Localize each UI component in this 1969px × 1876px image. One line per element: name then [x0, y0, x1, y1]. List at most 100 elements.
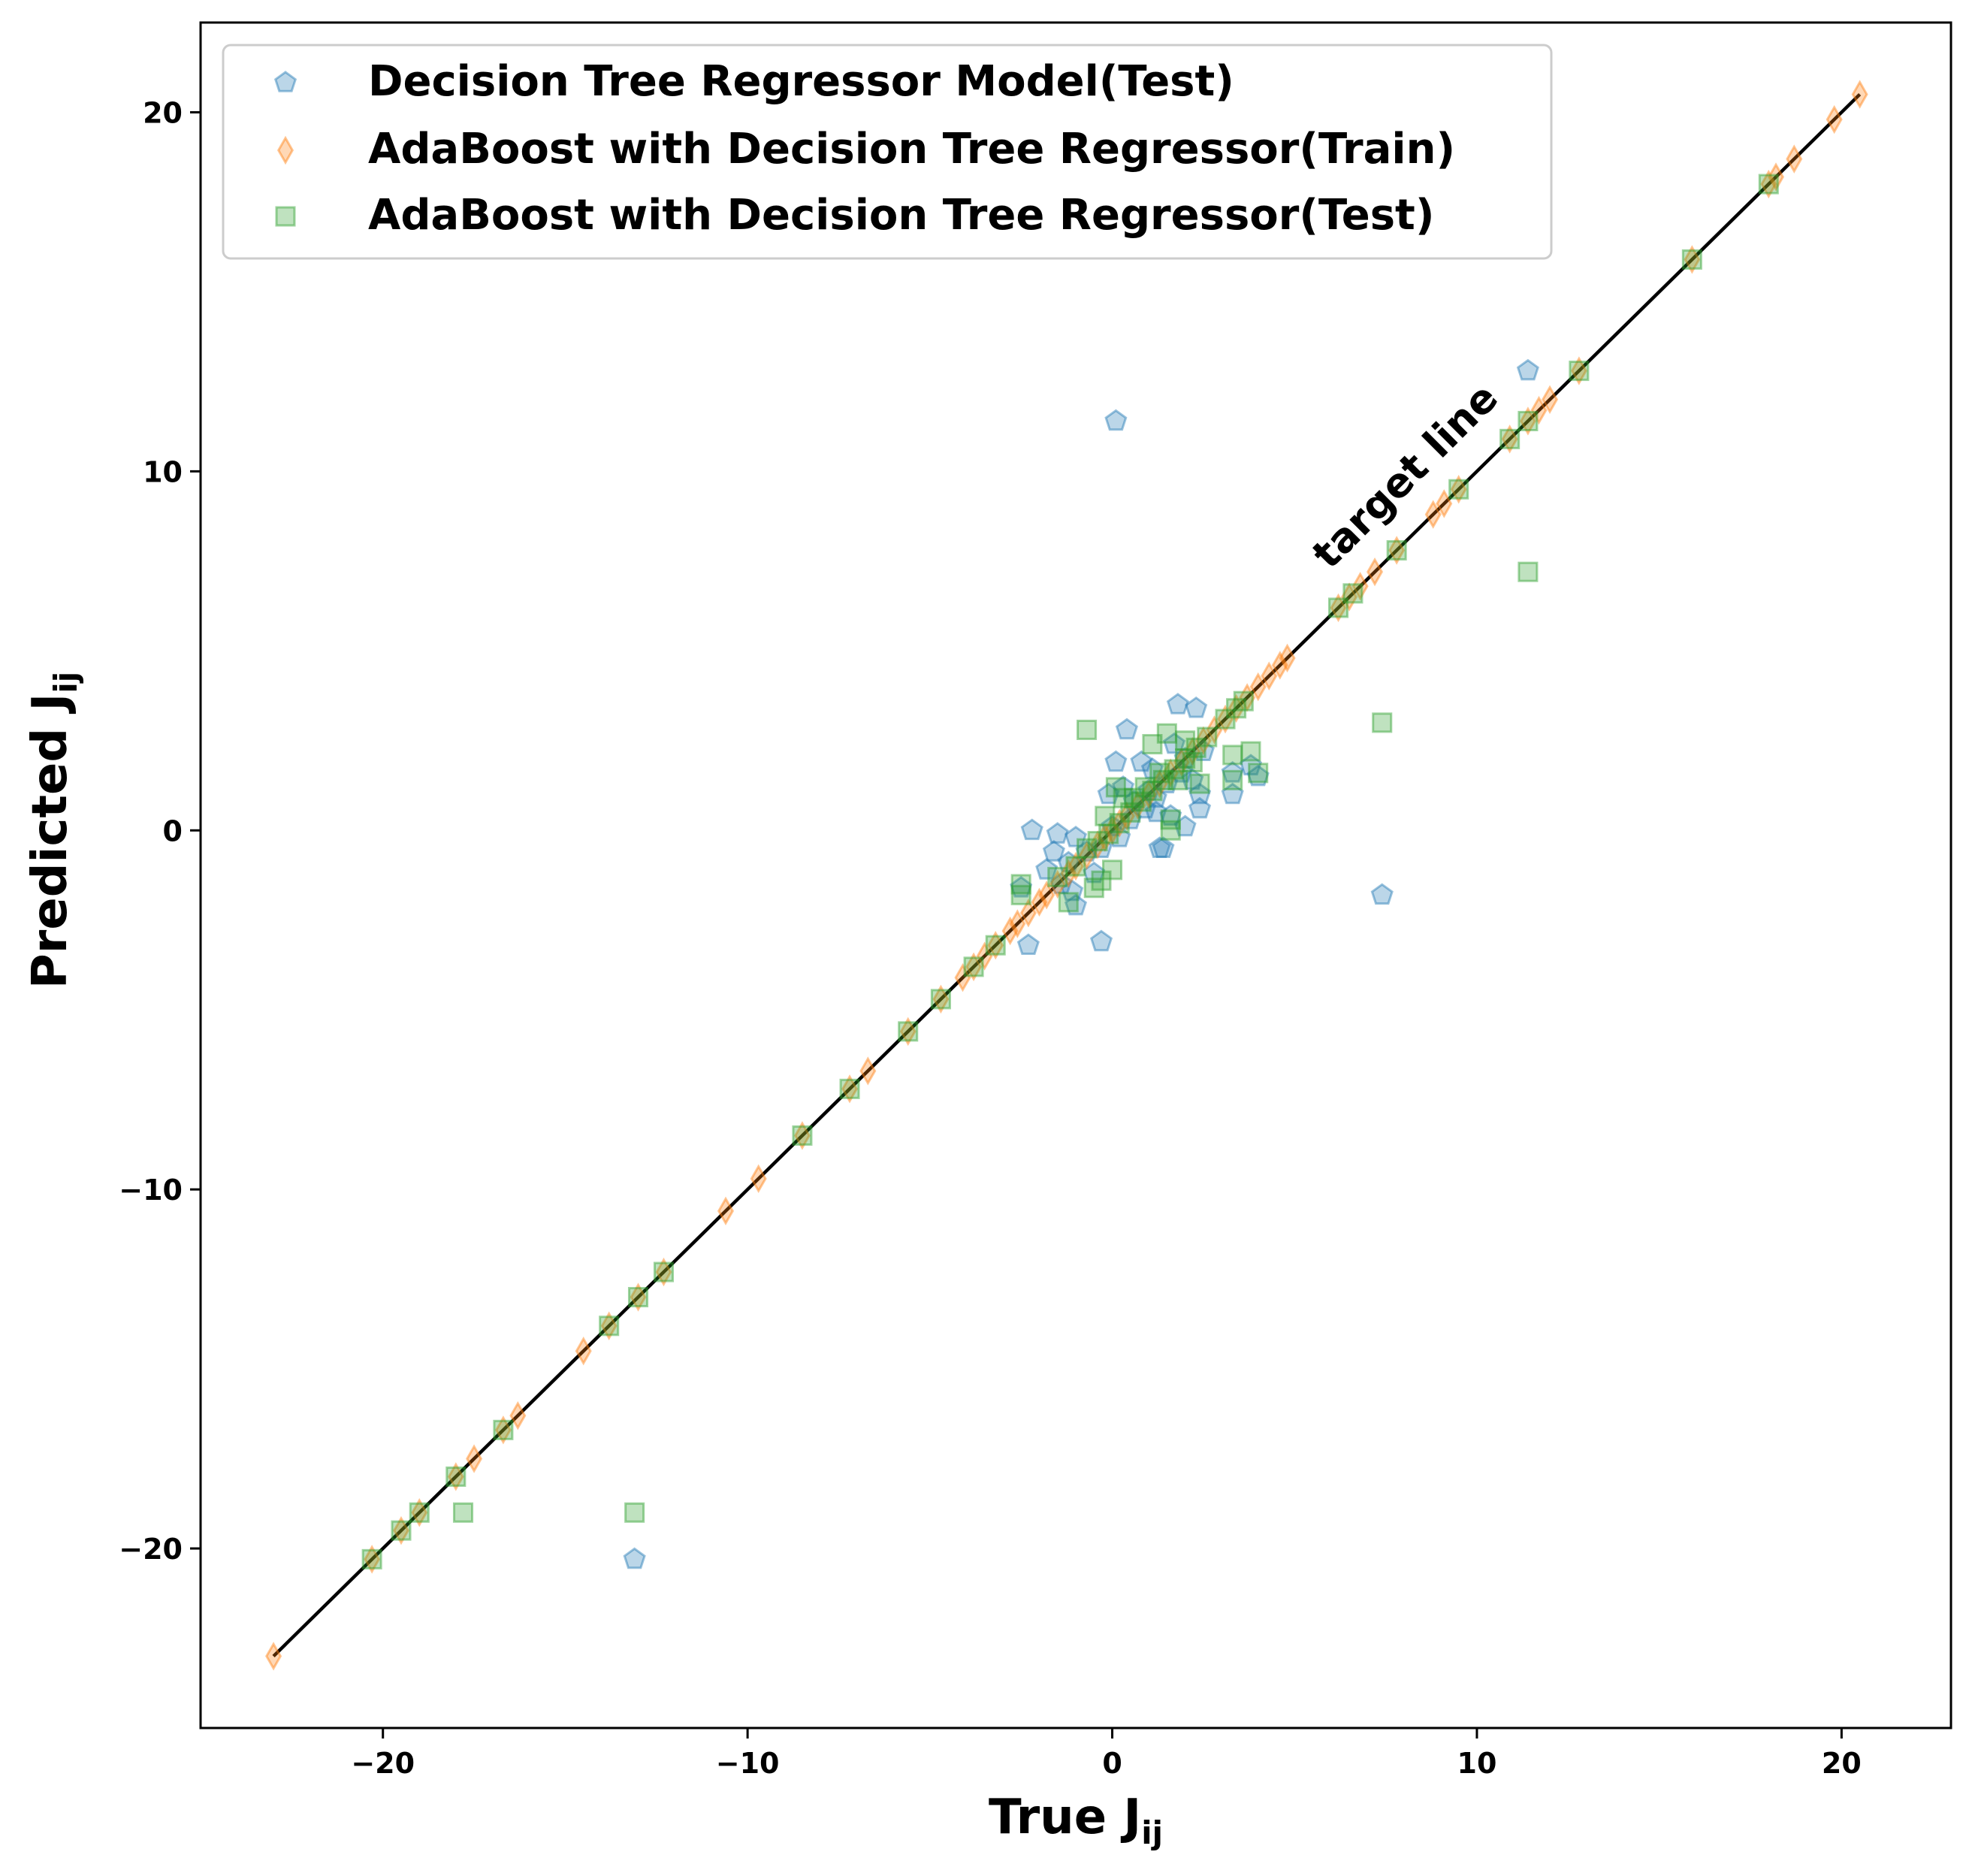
- dt-test-point: [1042, 840, 1065, 862]
- ada-test-point: [624, 1502, 645, 1523]
- ada-test-point: [1372, 712, 1393, 733]
- ada-test-point: [1518, 561, 1539, 582]
- ada-test-point: [1142, 781, 1163, 802]
- ada-train-point: [575, 1336, 592, 1366]
- series-dt-test: [623, 358, 1539, 1569]
- dt-test-point: [1173, 746, 1197, 769]
- dt-test-point: [1119, 808, 1142, 829]
- ada-train-point: [1001, 916, 1019, 946]
- ada-train-point: [1140, 780, 1158, 809]
- ada-test-point: [1156, 723, 1177, 744]
- ada-test-point: [1109, 813, 1130, 834]
- ada-test-point: [1010, 884, 1031, 905]
- ada-test-point: [1758, 174, 1779, 195]
- ada-test-point: [1160, 820, 1181, 841]
- ada-test-point: [1083, 878, 1104, 899]
- dt-test-point: [1089, 929, 1113, 952]
- ada-train-point: [1184, 736, 1201, 766]
- dt-test-point: [1097, 782, 1120, 805]
- dt-test-point: [1016, 933, 1040, 955]
- dt-test-point: [1035, 857, 1058, 880]
- ada-test-point: [898, 1021, 919, 1042]
- ada-train-point: [954, 962, 971, 992]
- ada-train-point: [1786, 144, 1803, 174]
- ada-test-point: [1065, 856, 1086, 877]
- ada-test-point: [1189, 773, 1210, 794]
- dt-test-point: [1191, 739, 1215, 761]
- dt-test-point: [1246, 764, 1270, 787]
- x-tick-label: 20: [1822, 1747, 1862, 1780]
- ada-test-point: [1077, 719, 1098, 740]
- ada-train-point: [1096, 823, 1113, 853]
- ada-test-point: [1327, 597, 1349, 618]
- ada-train-point: [1162, 758, 1179, 788]
- dt-test-point: [1185, 696, 1208, 718]
- ada-test-point: [1182, 751, 1203, 773]
- ada-train-point: [1118, 801, 1135, 831]
- ada-train-point: [1031, 887, 1048, 917]
- ada-train-point: [1424, 500, 1442, 529]
- ada-train-point: [1826, 104, 1843, 134]
- y-tick-label: −20: [119, 1533, 183, 1566]
- ada-test-point: [599, 1316, 620, 1337]
- ada-test-point: [1010, 874, 1031, 895]
- ada-train-point: [841, 1074, 859, 1104]
- dt-test-point: [1155, 772, 1179, 793]
- ada-train-point: [1060, 859, 1077, 888]
- ada-train-point: [1367, 557, 1384, 587]
- dt-test-point: [1370, 883, 1394, 905]
- legend-marker-ada-train: [276, 135, 294, 165]
- dt-test-point: [1239, 754, 1263, 776]
- x-tick-label: −10: [716, 1747, 780, 1780]
- ada-train-point: [655, 1257, 672, 1287]
- ada-test-point: [1124, 787, 1145, 808]
- ada-train-point: [1388, 536, 1406, 565]
- dt-test-point: [1061, 879, 1084, 902]
- ada-test-point: [409, 1502, 430, 1523]
- ada-train-point: [1570, 356, 1587, 385]
- legend-marker-dt-test: [273, 71, 297, 92]
- ada-test-point: [1222, 769, 1243, 790]
- dt-test-point: [1089, 836, 1113, 858]
- dt-test-point: [1112, 775, 1135, 797]
- dt-test-point: [1057, 850, 1080, 873]
- plot-area: [199, 21, 1952, 1729]
- y-axis-label: Predicted Jij: [23, 672, 84, 989]
- ada-test-point: [1167, 769, 1188, 790]
- ada-test-point: [1226, 698, 1247, 719]
- dt-test-point: [1010, 875, 1033, 898]
- legend-label-ada-train: AdaBoost with Decision Tree Regressor(Tr…: [368, 125, 1455, 174]
- ada-test-point: [985, 935, 1006, 956]
- ada-train-point: [1767, 162, 1785, 192]
- ada-train-point: [265, 1642, 282, 1671]
- ada-test-point: [1342, 583, 1364, 604]
- ada-test-point: [1098, 823, 1119, 844]
- series-ada-train: [265, 80, 1868, 1671]
- ada-train-point: [1206, 715, 1223, 745]
- legend: Decision Tree Regressor Model(Test) AdaB…: [222, 44, 1553, 260]
- ada-test-point: [1105, 777, 1126, 798]
- ada-train-point: [1129, 790, 1146, 820]
- ada-test-point: [1095, 805, 1116, 826]
- ada-train-point: [965, 952, 983, 982]
- ada-train-point: [1089, 830, 1107, 859]
- ada-train-point: [1067, 851, 1085, 881]
- ada-train-point: [509, 1401, 527, 1430]
- dt-test-point: [1104, 750, 1128, 772]
- dt-test-point: [1122, 790, 1146, 811]
- legend-label-ada-test: AdaBoost with Decision Tree Regressor(Te…: [368, 191, 1434, 240]
- ada-train-point: [1530, 395, 1548, 425]
- ada-train-point: [1341, 582, 1358, 612]
- ada-test-point: [1152, 769, 1174, 790]
- ada-train-point: [932, 984, 950, 1014]
- x-tick-label: −20: [351, 1747, 415, 1780]
- series-ada-test: [361, 174, 1779, 1569]
- dt-test-point: [1134, 796, 1157, 819]
- dt-test-point: [1104, 409, 1128, 431]
- ada-test-point: [930, 989, 951, 1010]
- dt-test-point: [1101, 814, 1124, 837]
- ada-train-point: [717, 1196, 735, 1226]
- ada-train-point: [1228, 693, 1245, 723]
- ada-train-point: [392, 1515, 410, 1545]
